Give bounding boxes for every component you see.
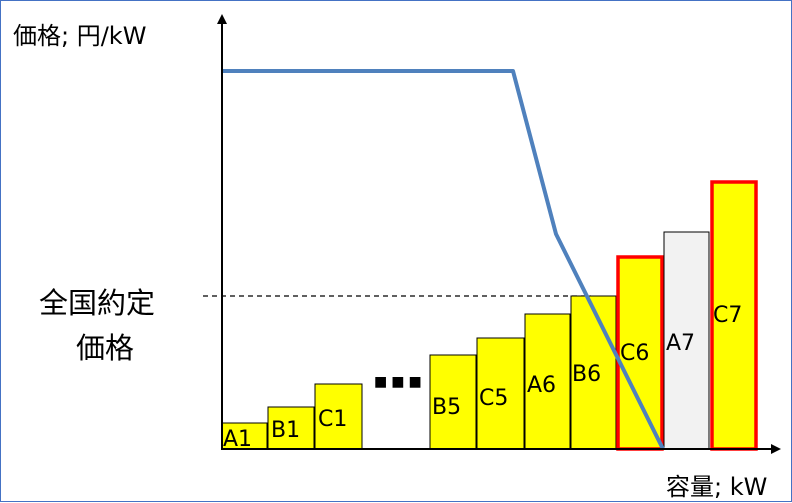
bar-b6 bbox=[570, 295, 617, 450]
bar-label-a6: A6 bbox=[527, 373, 556, 398]
bar-label-c7: C7 bbox=[713, 303, 742, 328]
ellipsis-marker: ■■■ bbox=[374, 374, 426, 390]
y-axis-label: 価格; 円/kW bbox=[13, 22, 146, 50]
clearing-price-label-line2: 価格 bbox=[76, 331, 134, 365]
bar-label-c6: C6 bbox=[620, 341, 649, 366]
bar-a7 bbox=[663, 231, 710, 450]
bar-label-c5: C5 bbox=[479, 386, 508, 411]
bar-c7 bbox=[710, 180, 758, 451]
bar-a6 bbox=[524, 313, 571, 450]
bar-label-a1: A1 bbox=[223, 427, 252, 452]
bar-labels: A1 B1 C1 B5 C5 A6 B6 C6 A7 C7 bbox=[223, 303, 742, 452]
bars-group bbox=[221, 180, 758, 451]
clearing-price-label-line1: 全国約定 bbox=[39, 286, 155, 320]
bar-label-b5: B5 bbox=[432, 395, 461, 420]
bar-label-a7: A7 bbox=[666, 331, 695, 356]
bar-label-b6: B6 bbox=[572, 362, 601, 387]
bar-b5 bbox=[429, 354, 477, 450]
bar-b1 bbox=[267, 406, 315, 450]
bar-label-c1: C1 bbox=[318, 407, 347, 432]
bar-c6 bbox=[616, 255, 664, 451]
bar-a1 bbox=[221, 422, 268, 450]
demand-curve bbox=[222, 69, 665, 450]
x-axis-label: 容量; kW bbox=[666, 473, 767, 501]
bar-label-b1: B1 bbox=[271, 418, 300, 443]
bar-c5 bbox=[476, 337, 525, 450]
